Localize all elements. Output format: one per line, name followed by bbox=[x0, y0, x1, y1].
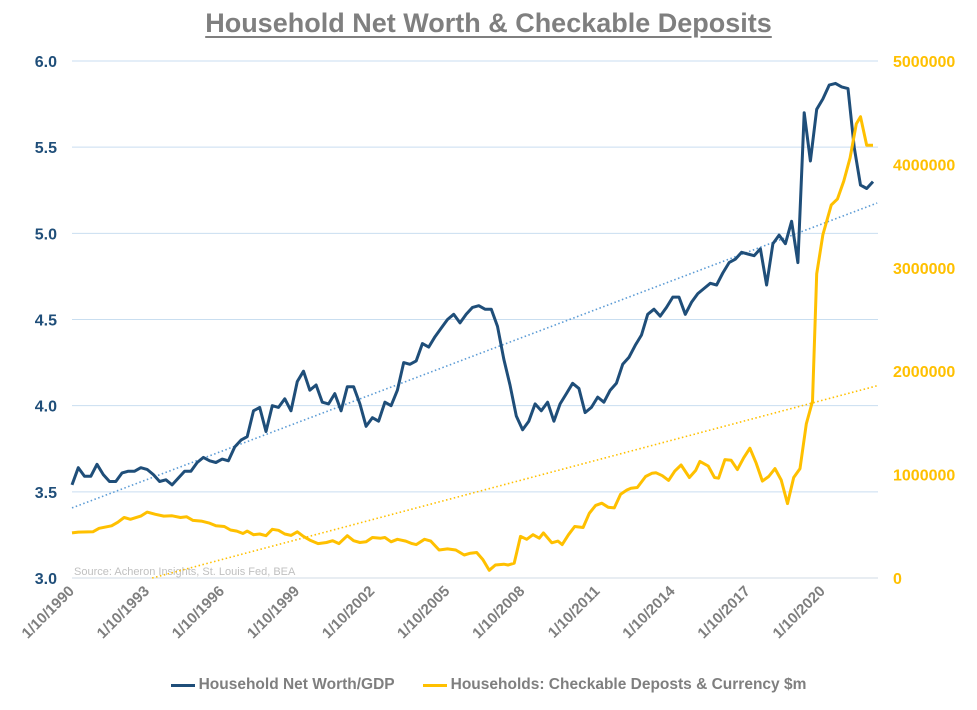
y-right-tick-label: 5000000 bbox=[893, 54, 955, 71]
x-tick-label: 1/10/2005 bbox=[394, 583, 453, 642]
x-tick-label: 1/10/2008 bbox=[469, 583, 528, 642]
y-left-tick-label: 3.5 bbox=[35, 485, 57, 502]
y-right-tick-label: 0 bbox=[893, 571, 902, 588]
legend-label: Households: Checkable Deposts & Currency… bbox=[450, 676, 807, 693]
legend-swatch-yellow bbox=[422, 683, 447, 687]
x-tick-label: 1/10/1993 bbox=[94, 583, 153, 642]
trendline-1 bbox=[151, 384, 878, 579]
y-left-tick-label: 4.0 bbox=[35, 399, 57, 416]
y-left-tick-label: 3.0 bbox=[35, 571, 57, 588]
y-right-tick-label: 2000000 bbox=[893, 364, 955, 381]
legend-label: Household Net Worth/GDP bbox=[198, 676, 395, 693]
legend-item-net-worth: Household Net Worth/GDP bbox=[170, 676, 395, 694]
y-right-tick-label: 1000000 bbox=[893, 468, 955, 485]
x-tick-label: 1/10/2017 bbox=[694, 583, 753, 642]
x-tick-label: 1/10/1996 bbox=[169, 583, 228, 642]
source-note: Source: Acheron Insights, St. Louis Fed,… bbox=[74, 566, 296, 578]
x-tick-label: 1/10/1999 bbox=[244, 583, 303, 642]
y-left-tick-label: 5.5 bbox=[35, 140, 57, 157]
x-tick-label: 1/10/2020 bbox=[770, 583, 829, 642]
series-line-net-worth bbox=[70, 81, 875, 487]
x-tick-label: 1/10/2014 bbox=[619, 582, 679, 642]
series-line-deposits bbox=[71, 115, 873, 572]
legend-swatch-navy bbox=[170, 683, 195, 687]
y-right-tick-label: 3000000 bbox=[893, 261, 955, 278]
y-left-tick-label: 4.5 bbox=[35, 313, 57, 330]
x-tick-label: 1/10/1990 bbox=[19, 583, 78, 642]
legend: Household Net Worth/GDP Households: Chec… bbox=[0, 676, 977, 694]
x-tick-label: 1/10/2002 bbox=[319, 583, 378, 642]
y-right-tick-label: 4000000 bbox=[893, 157, 955, 174]
y-left-tick-label: 6.0 bbox=[35, 54, 57, 71]
x-tick-label: 1/10/2011 bbox=[545, 583, 604, 642]
legend-item-deposits: Households: Checkable Deposts & Currency… bbox=[422, 676, 807, 694]
y-left-tick-label: 5.0 bbox=[35, 226, 57, 243]
chart-title: Household Net Worth & Checkable Deposits bbox=[205, 8, 772, 38]
